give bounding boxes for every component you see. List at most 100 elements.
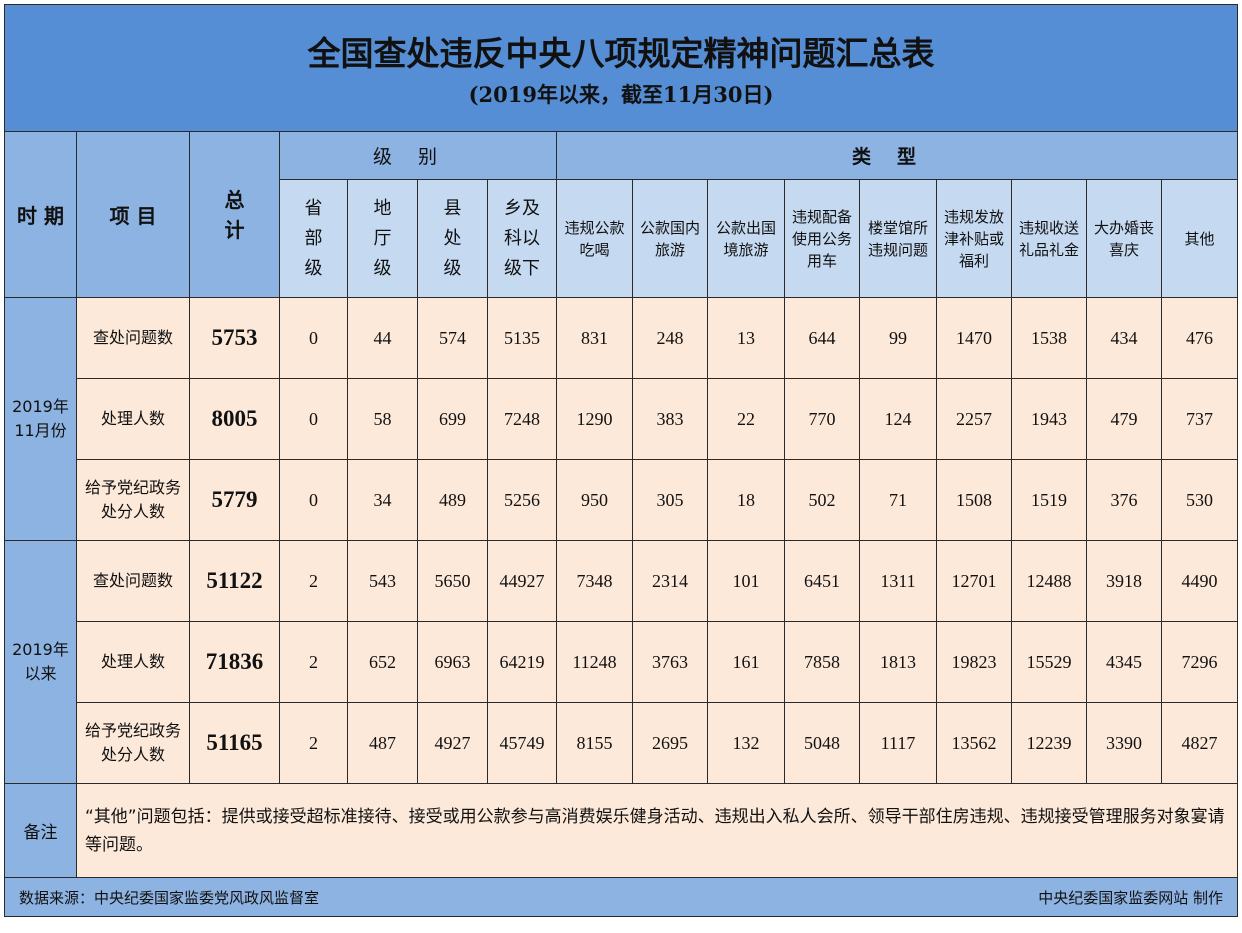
summary-table-container: 全国查处违反中央八项规定精神问题汇总表 (2019年以来，截至11月30日) 时… xyxy=(4,4,1238,917)
value-cell: 5135 xyxy=(487,297,557,379)
header-type-label: 违规发放津补贴或福利 xyxy=(943,207,1004,270)
header-level-0: 省部级 xyxy=(279,179,348,298)
total-cell: 8005 xyxy=(189,378,280,460)
value-cell: 4827 xyxy=(1161,702,1238,784)
footer-source: 数据来源：中央纪委国家监委党风政风监督室 xyxy=(19,888,320,907)
value-cell: 2314 xyxy=(632,540,708,622)
value-cell: 530 xyxy=(1161,459,1238,541)
value-cell: 2257 xyxy=(936,378,1012,460)
total-cell: 71836 xyxy=(189,621,280,703)
value-cell: 8155 xyxy=(556,702,633,784)
value-cell: 248 xyxy=(632,297,708,379)
item-cell: 给予党纪政务处分人数 xyxy=(76,459,190,541)
value-cell: 699 xyxy=(417,378,488,460)
value-cell: 6963 xyxy=(417,621,488,703)
table-row: 处理人数 71836 2 652 6963 64219 11248 3763 161 7858 18… xyxy=(5,621,1238,703)
value-cell: 2 xyxy=(279,702,348,784)
table-row: 2019年11月份 查处问题数 5753 0 44 574 5135 831 248 13 644 9… xyxy=(4,297,1238,541)
value-cell: 34 xyxy=(347,459,418,541)
summary-table: 全国查处违反中央八项规定精神问题汇总表 (2019年以来，截至11月30日) 时… xyxy=(4,4,1238,917)
value-cell: 383 xyxy=(632,378,708,460)
value-cell: 0 xyxy=(279,459,348,541)
value-cell: 124 xyxy=(859,378,937,460)
header-level-label: 乡及科以级下 xyxy=(504,197,540,279)
header-type-1: 公款国内旅游 xyxy=(632,179,708,298)
item-label: 处理人数 xyxy=(100,409,165,428)
value-cell: 1943 xyxy=(1011,378,1087,460)
header-level-1: 地厅级 xyxy=(347,179,418,298)
header-type-7: 大办婚丧喜庆 xyxy=(1086,179,1162,298)
footer-bar: 数据来源：中央纪委国家监委党风政风监督室 中央纪委国家监委网站 制作 xyxy=(4,877,1238,917)
period-label: 2019年以来 xyxy=(12,640,69,683)
item-cell: 给予党纪政务处分人数 xyxy=(76,702,190,784)
value-cell: 5048 xyxy=(784,702,860,784)
value-cell: 644 xyxy=(784,297,860,379)
value-cell: 44 xyxy=(347,297,418,379)
value-cell: 6451 xyxy=(784,540,860,622)
item-label: 查处问题数 xyxy=(92,328,173,347)
value-cell: 99 xyxy=(859,297,937,379)
value-cell: 1508 xyxy=(936,459,1012,541)
value-cell: 737 xyxy=(1161,378,1238,460)
value-cell: 0 xyxy=(279,378,348,460)
value-cell: 45749 xyxy=(487,702,557,784)
value-cell: 4927 xyxy=(417,702,488,784)
item-label: 处理人数 xyxy=(100,652,165,671)
value-cell: 7858 xyxy=(784,621,860,703)
header-type-8: 其他 xyxy=(1161,179,1238,298)
value-cell: 101 xyxy=(707,540,785,622)
value-cell: 4345 xyxy=(1086,621,1162,703)
header-level-label: 省部级 xyxy=(304,197,323,279)
value-cell: 479 xyxy=(1086,378,1162,460)
header-type-group: 类型 xyxy=(556,131,1238,180)
value-cell: 770 xyxy=(784,378,860,460)
header-level-2: 县处级 xyxy=(417,179,488,298)
value-cell: 7248 xyxy=(487,378,557,460)
header-type-label: 违规配备使用公务用车 xyxy=(791,207,852,270)
value-cell: 12239 xyxy=(1011,702,1087,784)
value-cell: 1290 xyxy=(556,378,633,460)
total-cell: 51165 xyxy=(189,702,280,784)
notes-text: “其他”问题包括：提供或接受超标准接待、接受或用公款参与高消费娱乐健身活动、违规… xyxy=(76,783,1238,878)
value-cell: 0 xyxy=(279,297,348,379)
header-type-label: 公款国内旅游 xyxy=(639,218,700,259)
value-cell: 476 xyxy=(1161,297,1238,379)
value-cell: 305 xyxy=(632,459,708,541)
value-cell: 2695 xyxy=(632,702,708,784)
period-cell: 2019年11月份 xyxy=(4,297,77,541)
table-row: 处理人数 8005 0 58 699 7248 1290 383 22 770 124 2257 194… xyxy=(5,378,1238,460)
value-cell: 12488 xyxy=(1011,540,1087,622)
value-cell: 543 xyxy=(347,540,418,622)
item-label: 给予党纪政务处分人数 xyxy=(84,721,181,764)
value-cell: 652 xyxy=(347,621,418,703)
header-type-0: 违规公款吃喝 xyxy=(556,179,633,298)
value-cell: 489 xyxy=(417,459,488,541)
table-title: 全国查处违反中央八项规定精神问题汇总表 xyxy=(307,34,935,73)
notes-label: 备注 xyxy=(4,783,77,878)
value-cell: 574 xyxy=(417,297,488,379)
total-cell: 5753 xyxy=(189,297,280,379)
value-cell: 1813 xyxy=(859,621,937,703)
value-cell: 13562 xyxy=(936,702,1012,784)
value-cell: 15529 xyxy=(1011,621,1087,703)
table-row: 2019年以来 查处问题数 51122 2 543 5650 44927 7348 2314 10… xyxy=(4,540,1238,784)
value-cell: 3918 xyxy=(1086,540,1162,622)
period-label: 2019年11月份 xyxy=(12,397,69,440)
value-cell: 44927 xyxy=(487,540,557,622)
value-cell: 5256 xyxy=(487,459,557,541)
header-type-3: 违规配备使用公务用车 xyxy=(784,179,860,298)
value-cell: 7296 xyxy=(1161,621,1238,703)
value-cell: 434 xyxy=(1086,297,1162,379)
value-cell: 132 xyxy=(707,702,785,784)
value-cell: 19823 xyxy=(936,621,1012,703)
header-type-5: 违规发放津补贴或福利 xyxy=(936,179,1012,298)
item-cell: 查处问题数 xyxy=(76,297,190,379)
table-row: 给予党纪政务处分人数 5779 0 34 489 5256 950 305 18 502 71 150… xyxy=(5,459,1238,541)
value-cell: 12701 xyxy=(936,540,1012,622)
value-cell: 18 xyxy=(707,459,785,541)
value-cell: 11248 xyxy=(556,621,633,703)
value-cell: 7348 xyxy=(556,540,633,622)
value-cell: 3763 xyxy=(632,621,708,703)
header-type-label: 其他 xyxy=(1184,229,1215,248)
header-item: 项 目 xyxy=(76,131,190,298)
